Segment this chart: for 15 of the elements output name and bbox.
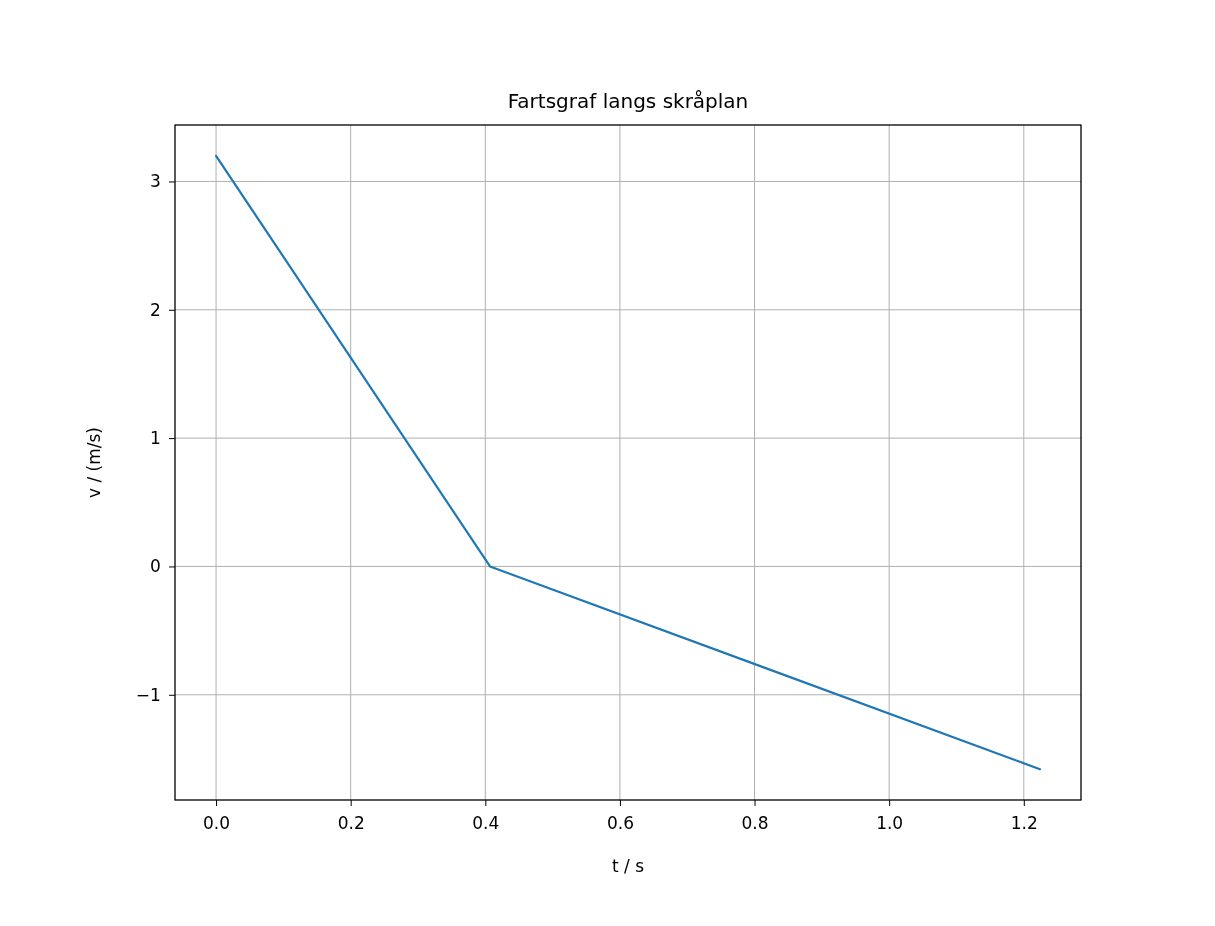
x-axis-title: t / s [611, 856, 645, 876]
x-tick-label: 1.0 [876, 813, 904, 834]
x-tick-label: 0.6 [606, 813, 634, 834]
x-tick-label: 1.2 [1010, 813, 1038, 834]
x-tick-label: 0.0 [203, 813, 231, 834]
chart-title: Fartsgraf langs skråplan [507, 89, 749, 113]
y-tick-label: 1 [150, 428, 161, 449]
y-tick-label: 2 [150, 299, 161, 320]
y-tick-label: 0 [150, 556, 161, 577]
x-tick-label: 0.4 [472, 813, 500, 834]
x-tick-label: 0.2 [337, 813, 365, 834]
x-tick-label: 0.8 [741, 813, 769, 834]
y-tick-label: 3 [150, 171, 161, 192]
y-axis-title: v / (m/s) [84, 426, 104, 499]
y-tick-label: −1 [135, 684, 161, 705]
